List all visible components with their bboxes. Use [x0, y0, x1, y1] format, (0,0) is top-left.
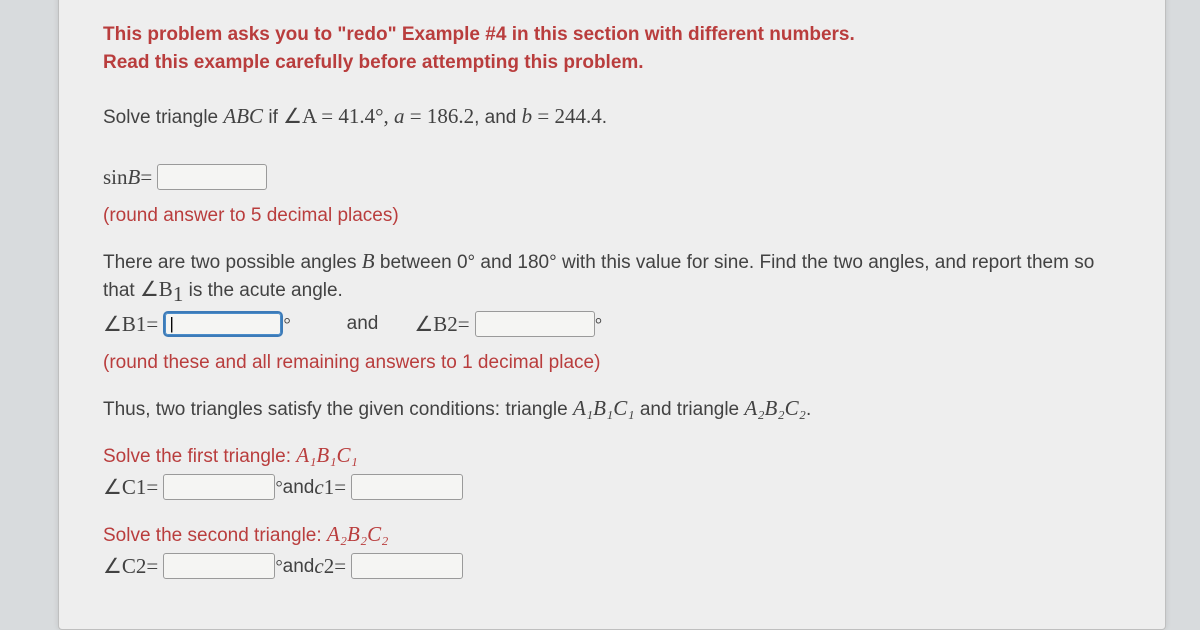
- second-triangle-header: Solve the second triangle: A₂B₂C₂: [103, 520, 1131, 549]
- second-label: Solve the second triangle:: [103, 525, 327, 546]
- angle-b2-label: ∠B: [414, 310, 447, 338]
- first-triangle-header: Solve the first triangle: A₁B₁C₁: [103, 441, 1131, 470]
- two-angles-t3: is the acute angle.: [183, 280, 343, 301]
- angle-b1-label: ∠B: [103, 310, 136, 338]
- side-b-value: 244.4: [554, 104, 601, 128]
- first-triangle-name: A₁B₁C₁: [296, 443, 358, 467]
- eq-b2: =: [458, 310, 470, 338]
- angle-a-label: ∠A: [283, 104, 316, 128]
- angle-c2-input[interactable]: [163, 553, 275, 579]
- side-c1-label: c: [314, 473, 323, 501]
- angle-b1-input[interactable]: [163, 311, 283, 337]
- side-c1-input[interactable]: [351, 474, 463, 500]
- eq-sinb: =: [140, 163, 152, 191]
- side-c2-input[interactable]: [351, 553, 463, 579]
- side-a-label: a: [394, 104, 405, 128]
- hint-line-2: Read this example carefully before attem…: [103, 52, 644, 73]
- sin-b-var: B: [128, 163, 141, 191]
- eq-2: =: [404, 104, 426, 128]
- eq-side-c1: =: [334, 473, 346, 501]
- eq-3: =: [532, 104, 554, 128]
- side-c2-label: c: [314, 552, 323, 580]
- comma-1: ,: [383, 104, 394, 128]
- eq-side-c2: =: [334, 552, 346, 580]
- and-text-1: , and: [474, 107, 522, 128]
- side-b-label: b: [522, 104, 533, 128]
- sin-b-row: sin B =: [103, 163, 1131, 191]
- sin-b-input[interactable]: [157, 164, 267, 190]
- and-b1b2: and: [347, 311, 379, 337]
- instruction-hint: This problem asks you to "redo" Example …: [103, 21, 1131, 76]
- deg-c2: °: [275, 554, 282, 578]
- and-second: and: [283, 554, 315, 580]
- thus-t1: Thus, two triangles satisfy the given co…: [103, 399, 573, 420]
- first-label: Solve the first triangle:: [103, 446, 296, 467]
- angle-b1-inline: ∠B: [140, 277, 173, 301]
- b1-b2-row: ∠B1 = ° and ∠B2 = °: [103, 310, 1131, 338]
- deg-b2: °: [595, 312, 602, 336]
- and-first: and: [283, 475, 315, 501]
- angle-a-value: 41.4°: [338, 104, 383, 128]
- eq-1: =: [316, 104, 338, 128]
- eq-c1: =: [146, 473, 158, 501]
- sin-label: sin: [103, 163, 128, 191]
- eq-c2: =: [146, 552, 158, 580]
- solve-prompt: Solve triangle ABC if ∠A = 41.4°, a = 18…: [103, 102, 1131, 131]
- hint-line-1: This problem asks you to "redo" Example …: [103, 24, 855, 45]
- triangle-1-name: A₁B₁C₁: [573, 396, 635, 420]
- prompt-prefix: Solve triangle: [103, 107, 223, 128]
- triangle-2-name: A₂B₂C₂: [744, 396, 806, 420]
- round-5dp-hint: (round answer to 5 decimal places): [103, 203, 1131, 229]
- angle-b2-input[interactable]: [475, 311, 595, 337]
- thus-and: and triangle: [635, 399, 745, 420]
- eq-b1: =: [146, 310, 158, 338]
- two-angles-text: There are two possible angles B between …: [103, 247, 1131, 304]
- angle-b1-sub-inline: 1: [173, 282, 184, 306]
- triangle-abc: ABC: [223, 104, 263, 128]
- round-1dp-hint: (round these and all remaining answers t…: [103, 350, 1131, 376]
- if-text: if: [263, 107, 283, 128]
- two-angles-B: B: [362, 249, 375, 273]
- two-angles-t1: There are two possible angles: [103, 252, 362, 273]
- thus-line: Thus, two triangles satisfy the given co…: [103, 394, 1131, 423]
- deg-c1: °: [275, 475, 282, 499]
- angle-c1-label: ∠C: [103, 473, 136, 501]
- deg-b1: °: [283, 312, 290, 336]
- side-a-value: 186.2: [427, 104, 474, 128]
- angle-c2-label: ∠C: [103, 552, 136, 580]
- thus-period: .: [806, 399, 811, 420]
- period-1: .: [602, 107, 607, 128]
- problem-sheet: This problem asks you to "redo" Example …: [58, 0, 1166, 630]
- second-triangle-row: ∠C2 = ° and c2 =: [103, 552, 1131, 580]
- angle-c1-input[interactable]: [163, 474, 275, 500]
- first-triangle-row: ∠C1 = ° and c1 =: [103, 473, 1131, 501]
- second-triangle-name: A₂B₂C₂: [327, 522, 389, 546]
